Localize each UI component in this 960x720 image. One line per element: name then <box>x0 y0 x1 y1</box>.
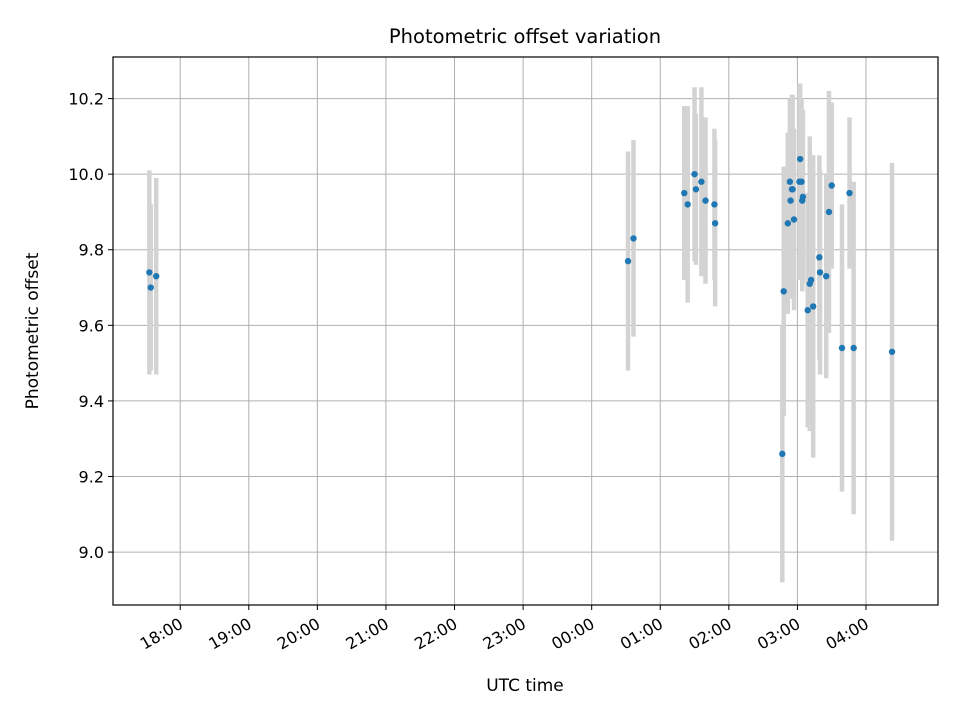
data-point <box>698 178 705 185</box>
data-point <box>850 344 857 352</box>
data-point <box>807 276 815 284</box>
plot-area-frame <box>112 56 939 606</box>
chart-title: Photometric offset variation <box>389 25 661 48</box>
data-point <box>684 201 691 208</box>
data-point <box>798 178 805 185</box>
data-point <box>796 155 804 163</box>
data-point <box>779 450 786 458</box>
data-point <box>702 197 709 204</box>
data-point <box>828 182 835 189</box>
data-points <box>146 155 896 458</box>
y-tick-label: 9.4 <box>79 392 104 411</box>
data-point <box>888 348 896 355</box>
y-tick-label: 10.2 <box>68 90 104 109</box>
data-point <box>787 197 794 204</box>
data-point <box>153 273 160 280</box>
data-point <box>789 186 796 193</box>
data-point <box>630 235 637 242</box>
data-point <box>804 307 811 314</box>
data-point <box>790 216 798 223</box>
y-tick-label: 10.0 <box>68 165 104 184</box>
data-point <box>784 220 792 227</box>
data-point <box>147 284 154 291</box>
y-axis-ticks: 9.0 9.2 9.4 9.6 9.8 10.0 10.2 <box>68 90 113 562</box>
y-tick-label: 9.6 <box>79 316 104 335</box>
y-tick-label: 9.2 <box>79 468 104 487</box>
data-point <box>799 193 807 201</box>
data-point <box>146 269 153 276</box>
data-point <box>823 273 830 280</box>
y-tick-label: 9.8 <box>79 241 104 260</box>
x-axis-title: UTC time <box>486 676 564 696</box>
data-point <box>711 201 718 208</box>
data-point <box>691 170 698 178</box>
data-point <box>711 220 719 227</box>
data-point <box>816 254 823 261</box>
y-axis-title: Photometric offset <box>23 252 43 409</box>
data-point <box>786 178 794 185</box>
data-point <box>825 208 833 216</box>
grid-lines <box>113 57 938 605</box>
data-point <box>624 257 632 265</box>
data-point <box>681 189 688 197</box>
data-point <box>838 344 846 352</box>
y-tick-label: 9.0 <box>79 543 104 562</box>
data-point <box>809 303 817 310</box>
data-point <box>846 189 853 197</box>
data-point <box>692 186 700 193</box>
data-point <box>816 269 824 276</box>
data-point <box>780 288 787 295</box>
